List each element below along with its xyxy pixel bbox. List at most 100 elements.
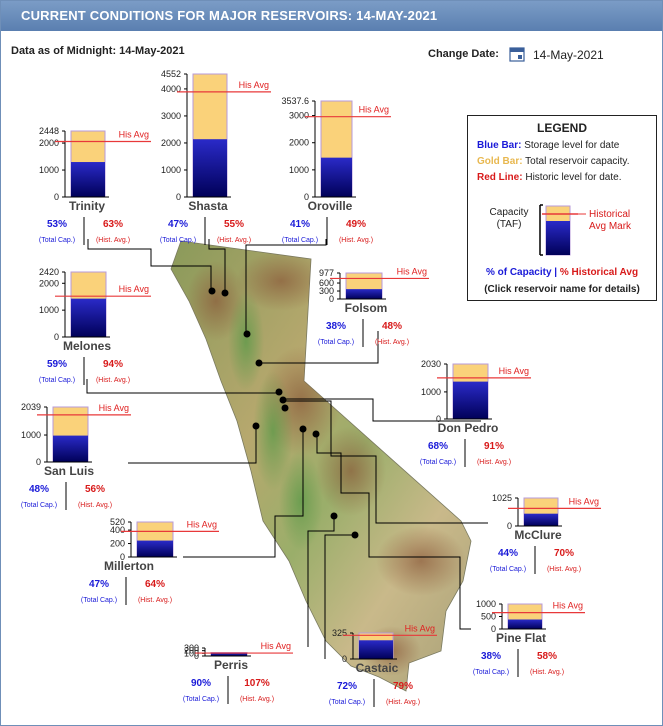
total-cap-caption: (Total Cap.) — [473, 669, 509, 676]
tick-label: 4000 — [161, 84, 181, 94]
his-avg-label: His Avg — [239, 80, 269, 90]
tick-label: 1000 — [289, 165, 309, 175]
reservoir-name-perris[interactable]: Perris — [214, 658, 248, 672]
storage-bar — [508, 619, 542, 629]
tick-label: 1025 — [492, 493, 512, 503]
his-avg-label: His Avg — [119, 284, 149, 294]
reservoir-name-don-pedro[interactable]: Don Pedro — [438, 421, 499, 435]
tick-label: 2030 — [421, 359, 441, 369]
reservoir-name-pine-flat[interactable]: Pine Flat — [496, 631, 546, 645]
reservoir-name-melones[interactable]: Melones — [63, 339, 111, 353]
pct-historical: 107% — [244, 678, 270, 689]
tick-label: 300 — [184, 643, 199, 653]
tick-label: 1000 — [421, 387, 441, 397]
reservoir-name-folsom[interactable]: Folsom — [345, 301, 388, 315]
his-avg-label: His Avg — [553, 601, 583, 611]
tick-label: 3000 — [161, 111, 181, 121]
legend-click-note: (Click reservoir name for details) — [484, 284, 640, 295]
total-cap-caption: (Total Cap.) — [160, 237, 196, 244]
pct-capacity: 59% — [47, 359, 67, 370]
pct-historical: 56% — [85, 484, 105, 495]
tick-label: 3537.6 — [281, 96, 309, 106]
tick-label: 325 — [332, 628, 347, 638]
his-avg-label: His Avg — [119, 129, 149, 139]
pct-historical: 91% — [484, 441, 504, 452]
reservoir-chart-oroville: 3537.6 3000 2000 1000 0 His Avg Oroville 41% 49%… — [281, 96, 391, 245]
tick-label: 400 — [110, 525, 125, 535]
pct-capacity: 47% — [168, 219, 188, 230]
pct-historical: 63% — [103, 219, 123, 230]
storage-bar — [524, 513, 558, 526]
legend-separator: | — [554, 267, 558, 278]
tick-label: 200 — [184, 646, 199, 656]
pct-historical: 79% — [393, 681, 413, 692]
calendar-icon[interactable] — [509, 46, 525, 62]
tick-label: 600 — [319, 278, 334, 288]
his-avg-label: His Avg — [359, 105, 389, 115]
legend-pct-hist: % Historical Avg — [559, 267, 639, 278]
total-cap-caption: (Total Cap.) — [39, 377, 75, 384]
storage-bar — [53, 435, 88, 462]
tick-label: 2039 — [21, 402, 41, 412]
hist-avg-caption: (Hist. Avg.) — [217, 237, 251, 244]
tick-label: 1000 — [161, 165, 181, 175]
reservoir-name-mcclure[interactable]: McClure — [514, 528, 562, 542]
his-avg-label: His Avg — [99, 403, 129, 413]
change-date-value[interactable]: 14-May-2021 — [533, 48, 604, 62]
tick-label: 1000 — [21, 430, 41, 440]
pct-historical: 64% — [145, 579, 165, 590]
connector-lines — [86, 239, 488, 659]
tick-label: 200 — [110, 539, 125, 549]
hist-avg-caption: (Hist. Avg.) — [547, 566, 581, 573]
reservoir-name-san-luis[interactable]: San Luis — [44, 464, 94, 478]
legend-red-row: Red Line: Historic level for date. — [477, 172, 622, 183]
his-avg-label: His Avg — [397, 266, 427, 276]
tick-label: 0 — [54, 192, 59, 202]
storage-bar — [193, 139, 227, 197]
total-cap-caption: (Total Cap.) — [183, 696, 219, 703]
his-avg-label: His Avg — [569, 496, 599, 506]
his-avg-label: His Avg — [261, 641, 291, 651]
tick-label: 977 — [319, 268, 334, 278]
pct-capacity: 53% — [47, 219, 67, 230]
tick-label: 1000 — [39, 305, 59, 315]
reservoir-name-millerton[interactable]: Millerton — [104, 559, 154, 573]
pct-historical: 48% — [382, 321, 402, 332]
storage-bar — [453, 381, 488, 419]
legend-capacity-label: Capacity (TAF) — [485, 207, 533, 231]
reservoir-chart-san-luis: 2039 1000 0 His Avg San Luis 48% 56% (Total Cap… — [21, 402, 131, 510]
tick-label: 100 — [184, 648, 199, 658]
hist-avg-caption: (Hist. Avg.) — [530, 669, 564, 676]
tick-label: 0 — [491, 624, 496, 634]
tick-label: 0 — [304, 192, 309, 202]
reservoir-name-trinity[interactable]: Trinity — [69, 199, 105, 213]
his-avg-label: His Avg — [405, 623, 435, 633]
storage-bar — [71, 162, 105, 197]
reservoir-chart-don-pedro: 2030 1000 0 His Avg Don Pedro 68% 91% (Total Ca… — [420, 359, 531, 467]
legend-box: LEGEND Blue Bar: Storage level for date … — [467, 115, 657, 301]
legend-blue-desc: Storage level for date — [524, 140, 620, 151]
storage-bar — [71, 298, 106, 337]
reservoir-name-oroville[interactable]: Oroville — [308, 199, 353, 213]
tick-label: 0 — [36, 457, 41, 467]
reservoir-name-castaic[interactable]: Castaic — [356, 661, 399, 675]
tick-label: 4552 — [161, 69, 181, 79]
legend-blue-row: Blue Bar: Storage level for date — [477, 140, 619, 151]
pct-historical: 58% — [537, 651, 557, 662]
reservoir-name-shasta[interactable]: Shasta — [188, 199, 228, 213]
tick-label: 3000 — [289, 111, 309, 121]
pct-historical: 55% — [224, 219, 244, 230]
tick-label: 500 — [481, 612, 496, 622]
tick-label: 1000 — [39, 165, 59, 175]
tick-label: 0 — [436, 414, 441, 424]
page-title: CURRENT CONDITIONS FOR MAJOR RESERVOIRS:… — [21, 8, 438, 23]
pct-historical: 49% — [346, 219, 366, 230]
total-cap-caption: (Total Cap.) — [420, 459, 456, 466]
hist-avg-caption: (Hist. Avg.) — [96, 377, 130, 384]
tick-label: 300 — [319, 286, 334, 296]
